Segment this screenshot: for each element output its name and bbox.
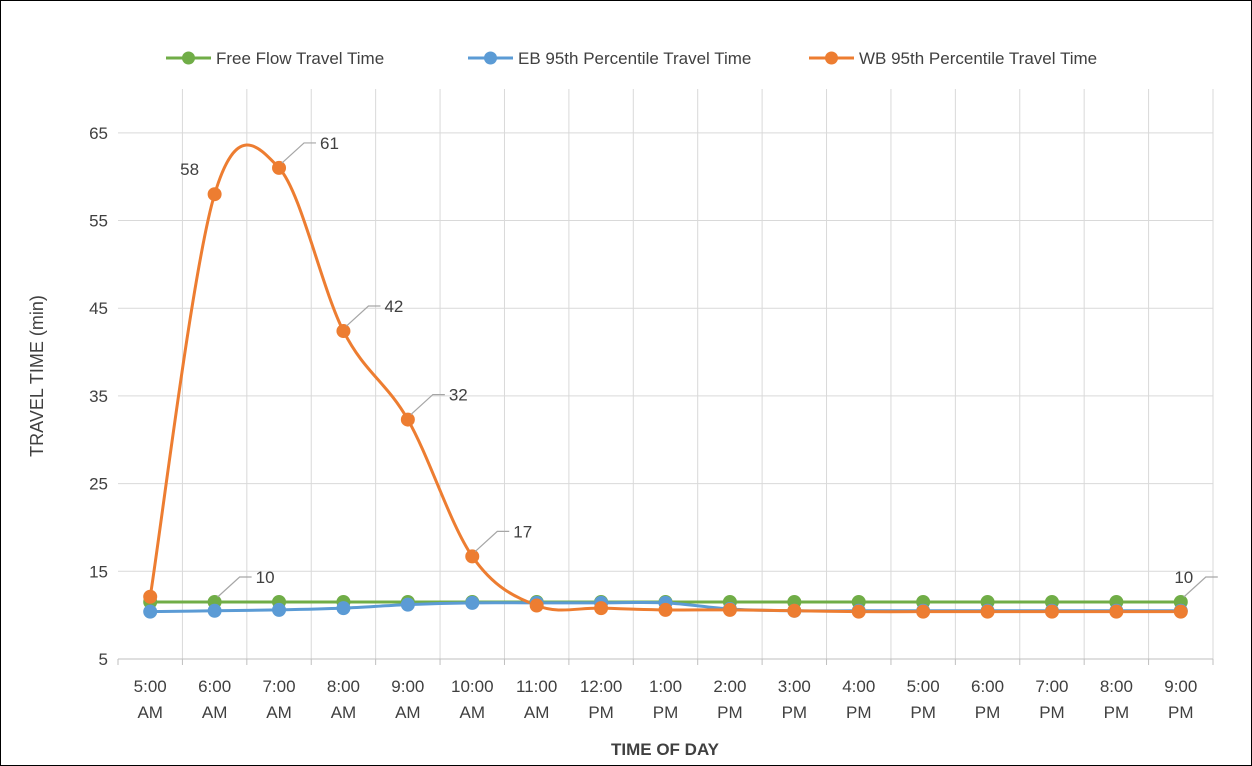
data-point	[272, 160, 287, 175]
x-tick-label: 3:00 PM	[778, 677, 811, 722]
data-point	[980, 604, 995, 619]
series-lines	[148, 143, 1181, 614]
x-tick-label: 8:00 PM	[1100, 677, 1133, 722]
data-point	[658, 602, 673, 617]
x-tick-label: 9:00 AM	[391, 677, 424, 722]
y-tick-label: 5	[99, 650, 108, 669]
series-markers	[143, 160, 1188, 619]
label-leader-line	[346, 305, 381, 327]
legend-swatch-marker	[182, 51, 195, 65]
data-point	[1173, 604, 1188, 619]
data-point	[400, 597, 415, 612]
data-point	[916, 604, 931, 619]
data-label: 58	[180, 160, 199, 179]
x-tick-label: 7:00 AM	[262, 677, 295, 722]
label-leader-line	[281, 142, 317, 164]
x-tick-label: 2:00 PM	[713, 677, 746, 722]
data-point	[1044, 604, 1059, 619]
axes: 5 15 25 35 45 55 65 5:00 AM 6:00 AM 7:00 AM 8:00 AM 9:0…	[89, 124, 1214, 722]
x-axis-title: TIME OF DAY	[611, 740, 720, 759]
label-leader-line	[1183, 576, 1218, 598]
data-label: 32	[449, 386, 468, 405]
data-labels: 58 61 42 32 17 10 10	[180, 134, 1218, 598]
x-tick-label: 11:00 AM	[516, 677, 557, 722]
x-tick-label: 12:00 PM	[580, 677, 623, 722]
data-point	[336, 601, 351, 616]
data-point	[465, 595, 480, 610]
series-line	[148, 143, 1181, 614]
data-point	[400, 412, 415, 427]
data-point	[594, 601, 609, 616]
label-leader-line	[474, 530, 510, 552]
x-tick-label: 6:00 AM	[198, 677, 231, 722]
data-point	[722, 602, 737, 617]
data-label: 42	[384, 297, 403, 316]
legend-label: Free Flow Travel Time	[216, 49, 384, 68]
data-point	[851, 604, 866, 619]
x-tick-label: 1:00 PM	[649, 677, 682, 722]
label-leader-line	[410, 394, 445, 416]
x-tick-label: 5:00 AM	[134, 677, 167, 722]
legend-label: WB 95th Percentile Travel Time	[859, 49, 1097, 68]
y-tick-label: 65	[89, 124, 108, 143]
data-point	[336, 324, 351, 339]
data-point	[529, 598, 544, 613]
data-label: 61	[320, 134, 339, 153]
y-tick-label: 15	[89, 562, 108, 581]
legend-swatch-marker	[825, 51, 838, 65]
x-tick-label: 6:00 PM	[971, 677, 1004, 722]
data-point	[1109, 604, 1124, 619]
legend-swatch-marker	[484, 51, 497, 65]
x-tick-label: 5:00 PM	[907, 677, 940, 722]
data-point	[207, 187, 222, 202]
data-point	[787, 603, 802, 618]
y-axis-title: TRAVEL TIME (min)	[27, 295, 47, 457]
y-tick-label: 25	[89, 475, 108, 494]
legend-label: EB 95th Percentile Travel Time	[518, 49, 751, 68]
y-tick-label: 35	[89, 387, 108, 406]
data-label: 10	[256, 568, 275, 587]
y-tick-label: 55	[89, 212, 108, 231]
y-tick-label: 45	[89, 299, 108, 318]
x-tick-label: 10:00 AM	[451, 677, 494, 722]
x-tick-label: 9:00 PM	[1164, 677, 1197, 722]
label-leader-line	[217, 576, 252, 598]
legend: Free Flow Travel Time EB 95th Percentile …	[166, 49, 1097, 68]
x-tick-label: 7:00 PM	[1035, 677, 1068, 722]
data-label: 10	[1174, 568, 1193, 587]
x-tick-label: 8:00 AM	[327, 677, 360, 722]
data-point	[207, 603, 222, 618]
x-tick-label: 4:00 PM	[842, 677, 875, 722]
data-label: 17	[513, 522, 532, 541]
data-point	[272, 602, 287, 617]
data-point	[143, 604, 158, 619]
data-point	[143, 589, 158, 604]
grid	[118, 89, 1214, 659]
data-point	[465, 549, 480, 564]
